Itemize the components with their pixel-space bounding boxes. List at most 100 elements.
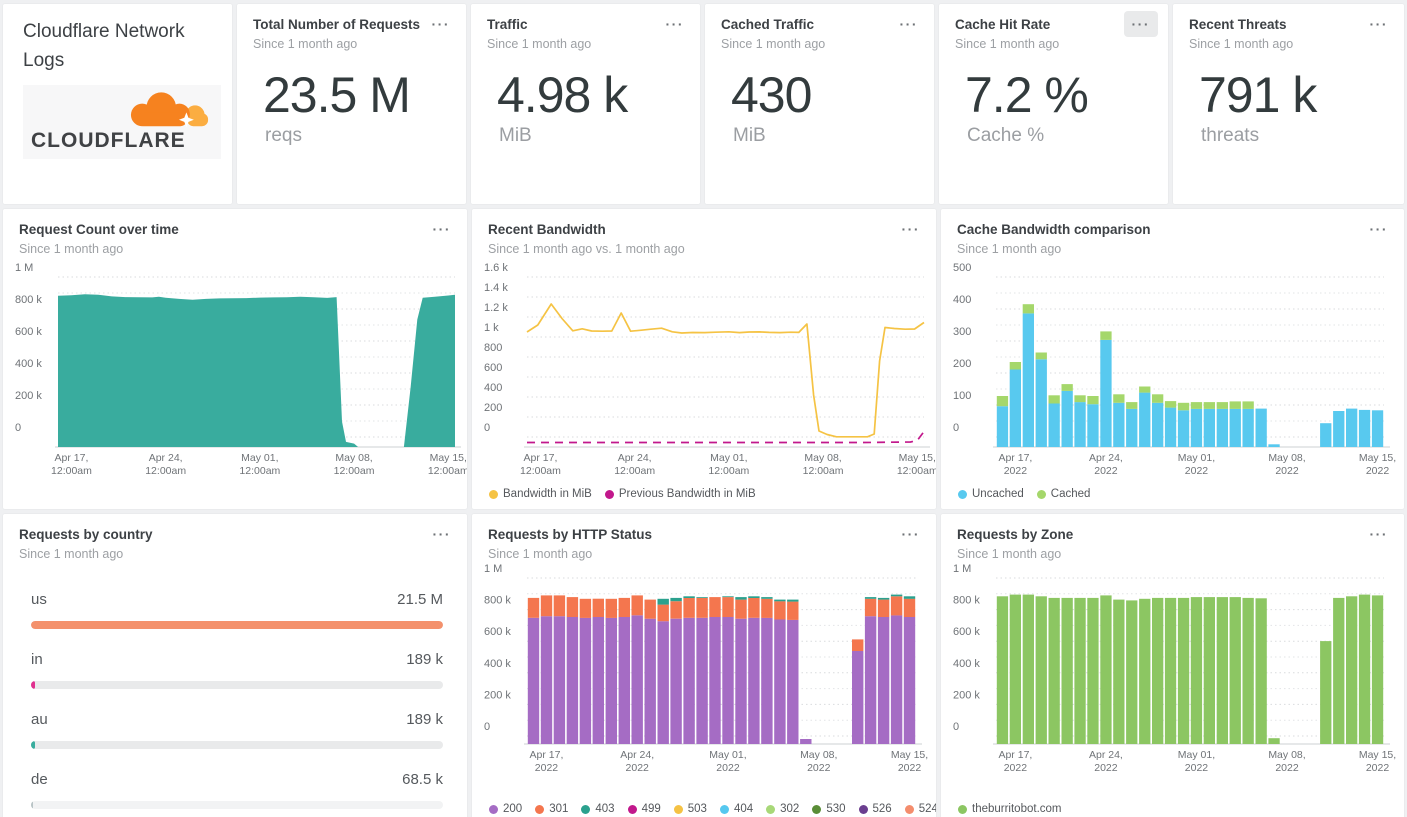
legend-label: 200 — [503, 803, 523, 815]
legend-item[interactable]: Previous Bandwidth in MiB — [604, 488, 756, 500]
svg-text:400: 400 — [484, 382, 502, 394]
panel-title: Requests by Zone — [957, 527, 1074, 542]
bar-segment — [1100, 331, 1112, 340]
legend-item[interactable]: 302 — [766, 803, 799, 815]
bar-segment — [683, 596, 695, 598]
bar-segment — [1242, 597, 1254, 744]
bar-segment — [1203, 597, 1215, 744]
bar-segment — [722, 596, 734, 598]
bar-segment — [877, 599, 890, 617]
legend-item[interactable]: 499 — [627, 803, 661, 815]
bar-segment — [579, 598, 592, 618]
panel-menu-button[interactable]: ··· — [431, 16, 450, 32]
panel-header: Recent Bandwidth Since 1 month ago vs. 1… — [472, 209, 936, 256]
legend-item[interactable]: 524 — [904, 803, 936, 815]
svg-text:May 15,: May 15, — [430, 452, 467, 464]
legend-dot-icon — [719, 804, 729, 814]
svg-text:800 k: 800 k — [15, 294, 42, 306]
svg-text:400 k: 400 k — [15, 358, 42, 370]
svg-text:May 01,: May 01, — [709, 749, 746, 761]
bar-segment — [735, 599, 747, 619]
country-row: in 189 k — [31, 651, 443, 689]
panel-subtitle: Since 1 month ago vs. 1 month ago — [488, 241, 685, 256]
stat-value: 430 — [731, 66, 812, 123]
panel-menu-button[interactable]: ··· — [1369, 16, 1388, 32]
legend-item[interactable]: 530 — [812, 803, 846, 815]
bar-segment — [1035, 596, 1047, 744]
svg-text:600 k: 600 k — [953, 626, 980, 638]
bar-segment — [761, 597, 773, 599]
bar-segment — [1358, 594, 1371, 744]
legend-item[interactable]: Cached — [1036, 488, 1090, 500]
country-value: 68.5 k — [402, 770, 443, 788]
bar-segment — [670, 618, 682, 744]
bar-segment — [1074, 395, 1086, 403]
bar-segment — [890, 594, 903, 597]
bar-segment — [1358, 409, 1371, 447]
legend-label: Previous Bandwidth in MiB — [618, 488, 756, 500]
bar-segment — [1126, 600, 1138, 744]
panel-menu-button[interactable]: ··· — [901, 221, 920, 237]
panel-menu-button[interactable]: ··· — [432, 221, 451, 237]
legend-dot-icon — [904, 804, 914, 814]
bar-segment — [553, 616, 566, 744]
panel-header: Recent Threats Since 1 month ago ··· — [1173, 4, 1404, 51]
legend-item[interactable]: Bandwidth in MiB — [489, 488, 592, 500]
bar-segment — [787, 601, 799, 620]
legend-item[interactable]: Uncached — [958, 488, 1024, 500]
country-row: us 21.5 M — [31, 591, 443, 629]
svg-text:300: 300 — [953, 326, 971, 338]
bar-segment — [696, 617, 708, 744]
bar-segment — [996, 396, 1009, 407]
legend-label: 530 — [826, 803, 846, 815]
bar-segment — [1035, 352, 1047, 360]
legend-label: 499 — [641, 803, 661, 815]
legend-label: theburritobot.com — [972, 803, 1062, 815]
panel-menu-button[interactable]: ··· — [899, 16, 918, 32]
legend-item[interactable]: 403 — [581, 803, 615, 815]
svg-text:2022: 2022 — [1366, 762, 1390, 774]
bar-segment — [566, 617, 579, 744]
country-code: au — [31, 710, 48, 728]
legend-item[interactable]: 404 — [719, 803, 753, 815]
panel-header: Cached Traffic Since 1 month ago ··· — [705, 4, 934, 51]
bar-segment — [1152, 402, 1164, 447]
bar-segment — [1255, 408, 1267, 447]
legend-item[interactable]: 301 — [535, 803, 568, 815]
legend-item[interactable]: 200 — [489, 803, 522, 815]
svg-text:1.4 k: 1.4 k — [484, 282, 508, 294]
bar-segment — [1152, 597, 1164, 744]
svg-text:200 k: 200 k — [15, 390, 42, 402]
bar-segment — [709, 617, 721, 744]
bar-segment — [1203, 402, 1215, 409]
panel-menu-button[interactable]: ··· — [1369, 526, 1388, 542]
svg-text:600: 600 — [484, 362, 502, 374]
legend-item[interactable]: 503 — [673, 803, 707, 815]
svg-text:12:00am: 12:00am — [51, 465, 92, 477]
bar-segment — [1113, 599, 1125, 744]
legend-label: 302 — [780, 803, 800, 815]
legend-item[interactable]: 526 — [858, 803, 892, 815]
bar-segment — [1009, 369, 1021, 447]
bar-segment — [1333, 597, 1345, 744]
http_status-legend: 200 301 403 499 503 404 302 530 526 524 — [489, 803, 936, 815]
svg-text:1 k: 1 k — [484, 322, 499, 334]
bar-segment — [1320, 423, 1332, 447]
panel-menu-button[interactable]: ··· — [432, 526, 451, 542]
panel-menu-button[interactable]: ··· — [665, 16, 684, 32]
svg-text:Apr 24,: Apr 24, — [1089, 749, 1123, 761]
legend-label: 526 — [872, 803, 892, 815]
panel-menu-button[interactable]: ··· — [901, 526, 920, 542]
panel-menu-button[interactable]: ··· — [1369, 221, 1388, 237]
bar-segment — [864, 616, 877, 744]
panel-menu-button[interactable]: ··· — [1123, 11, 1158, 37]
bar-segment — [1139, 598, 1151, 745]
legend-item[interactable]: theburritobot.com — [958, 803, 1062, 815]
stat-unit: MiB — [733, 125, 766, 147]
panel-subtitle: Since 1 month ago — [721, 36, 826, 51]
